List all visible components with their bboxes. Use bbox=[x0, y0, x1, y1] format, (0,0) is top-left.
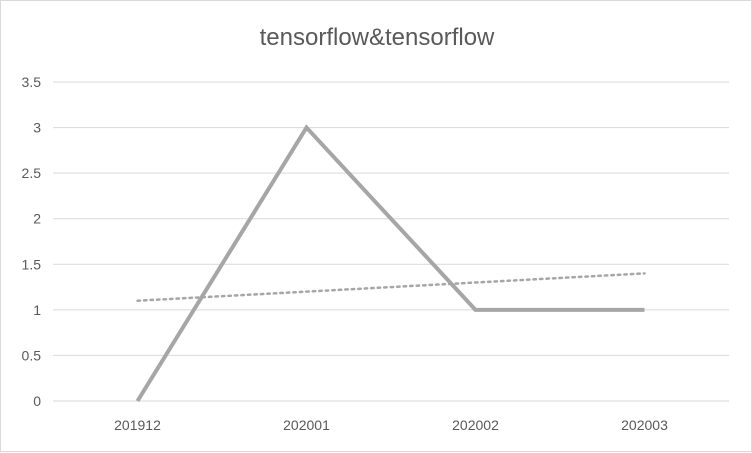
y-tick-label: 3.5 bbox=[22, 74, 42, 90]
y-tick-label: 1 bbox=[33, 302, 41, 318]
x-tick-label: 201912 bbox=[114, 417, 161, 433]
y-axis-ticks: 0 0.5 1 1.5 2 2.5 3 3.5 bbox=[22, 74, 42, 409]
y-tick-label: 0.5 bbox=[22, 347, 42, 363]
y-tick-label: 2 bbox=[33, 211, 41, 227]
x-tick-label: 202003 bbox=[621, 417, 668, 433]
y-tick-label: 1.5 bbox=[22, 256, 42, 272]
y-tick-label: 0 bbox=[33, 393, 41, 409]
x-tick-label: 202002 bbox=[452, 417, 499, 433]
chart-title: tensorflow&tensorflow bbox=[260, 24, 495, 51]
y-tick-label: 3 bbox=[33, 120, 41, 136]
x-tick-label: 202001 bbox=[283, 417, 330, 433]
x-axis-ticks: 201912 202001 202002 202003 bbox=[114, 417, 668, 433]
y-tick-label: 2.5 bbox=[22, 165, 42, 181]
gridlines bbox=[53, 82, 729, 401]
